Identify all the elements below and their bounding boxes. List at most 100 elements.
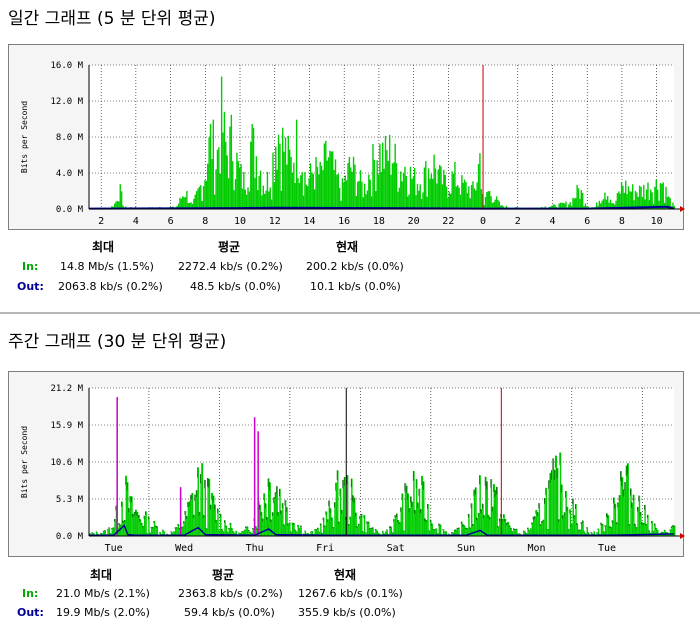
daily-in-bar <box>401 181 403 209</box>
daily-in-bar <box>366 190 369 209</box>
daily-graph: Bits per Second 0.0 M 4.0 M 8.0 M 12.0 M 16.0… <box>8 44 685 230</box>
weekly-in-bar <box>291 522 294 536</box>
weekly-in-bar <box>283 524 285 536</box>
daily-in-bar <box>230 114 233 209</box>
weekly-in-bar <box>671 526 673 536</box>
daily-in-bar <box>469 198 471 209</box>
daily-in-bar <box>198 186 201 209</box>
daily-in-bar <box>194 194 196 209</box>
weekly-x-tick-label: Tue <box>598 543 616 554</box>
weekly-in-bar <box>463 525 466 536</box>
daily-in-bar <box>340 200 342 209</box>
weekly-in-bar <box>224 520 226 536</box>
daily-in-bar <box>645 189 648 209</box>
weekly-in-bar <box>417 502 419 536</box>
weekly-in-bar <box>129 496 132 536</box>
weekly-in-max: 21.0 Mb/s (2.1%) <box>56 587 150 600</box>
weekly-in-bar <box>611 520 614 536</box>
weekly-in-bar <box>315 528 318 536</box>
daily-in-bar <box>115 201 117 209</box>
daily-x-tick-label: 20 <box>408 216 420 227</box>
weekly-in-bar <box>337 470 339 536</box>
weekly-in-bar <box>641 522 643 536</box>
weekly-in-bar <box>330 508 332 536</box>
daily-in-bar <box>304 172 306 209</box>
weekly-in-bar <box>393 519 395 536</box>
daily-in-bar <box>288 149 291 209</box>
daily-in-bar <box>395 163 398 209</box>
weekly-in-bar <box>572 498 574 536</box>
daily-in-bar <box>422 192 424 209</box>
weekly-in-bar <box>559 452 562 536</box>
weekly-in-bar <box>241 531 243 536</box>
daily-x-tick-label: 0 <box>480 216 486 227</box>
weekly-in-bar <box>534 516 536 536</box>
daily-in-bar <box>466 193 469 209</box>
weekly-in-bar <box>276 486 278 536</box>
weekly-graph-svg: Bits per Second 0.0 M 5.3 M 10.6 M 15.9 M 21.… <box>20 384 685 554</box>
weekly-in-bar <box>311 531 314 536</box>
daily-in-bar <box>247 187 249 209</box>
daily-in-bar <box>363 183 366 209</box>
daily-x-axis-arrow <box>680 206 685 212</box>
weekly-in-bar <box>565 491 567 536</box>
weekly-in-bar <box>626 465 628 536</box>
weekly-in-bar <box>207 478 209 536</box>
weekly-in-bar <box>299 528 301 536</box>
weekly-in-bar <box>623 489 625 536</box>
weekly-in-bar <box>645 523 648 536</box>
weekly-in-bar <box>452 532 455 536</box>
weekly-in-bar <box>153 520 156 536</box>
weekly-in-bar <box>582 520 584 536</box>
daily-in-bar <box>116 200 119 209</box>
daily-in-bar <box>184 197 187 209</box>
weekly-in-bar <box>468 513 470 536</box>
daily-in-bar <box>434 168 437 209</box>
weekly-header-current: 현재 <box>334 568 357 582</box>
daily-x-tick-label: 6 <box>168 216 174 227</box>
daily-in-bar <box>240 164 242 209</box>
weekly-in-bar <box>177 524 180 536</box>
weekly-in-bar <box>232 531 235 536</box>
daily-in-bar <box>323 143 326 209</box>
weekly-in-bar <box>544 498 546 536</box>
daily-in-bar <box>618 191 620 209</box>
weekly-in-bar <box>382 530 384 536</box>
daily-in-bar <box>473 188 476 209</box>
daily-in-bar <box>270 199 273 209</box>
weekly-in-bar <box>506 523 508 536</box>
weekly-in-bar <box>503 514 505 536</box>
daily-in-bar <box>180 198 183 209</box>
daily-in-bar <box>300 175 302 209</box>
daily-in-bar <box>347 163 349 209</box>
weekly-in-bar <box>369 528 371 536</box>
weekly-in-bar <box>497 526 500 536</box>
weekly-in-bar <box>297 524 300 536</box>
daily-in-bar <box>612 203 614 209</box>
daily-in-bar <box>262 185 264 209</box>
daily-in-bar <box>225 141 227 209</box>
weekly-in-bar <box>478 513 480 536</box>
daily-in-bar <box>468 186 470 209</box>
weekly-in-bar <box>275 492 277 536</box>
weekly-in-bar <box>401 493 404 536</box>
daily-in-bar <box>641 196 644 209</box>
daily-in-bar <box>620 181 623 209</box>
daily-in-bar <box>461 175 463 209</box>
daily-in-bar <box>232 161 234 209</box>
weekly-in-bar <box>411 501 414 536</box>
daily-in-bar <box>283 151 285 209</box>
weekly-in-bar <box>279 488 281 536</box>
daily-in-bar <box>329 150 331 209</box>
weekly-in-bar <box>631 502 634 536</box>
weekly-in-bar <box>596 532 598 536</box>
weekly-in-bar <box>564 512 566 536</box>
daily-in-bar <box>345 180 348 209</box>
weekly-in-bar <box>456 527 459 536</box>
weekly-in-bar <box>172 532 174 536</box>
daily-in-bar <box>559 202 562 209</box>
daily-in-bar <box>475 190 477 209</box>
daily-in-bar <box>666 196 669 209</box>
weekly-in-bar <box>268 478 270 536</box>
daily-in-bar <box>505 205 508 209</box>
